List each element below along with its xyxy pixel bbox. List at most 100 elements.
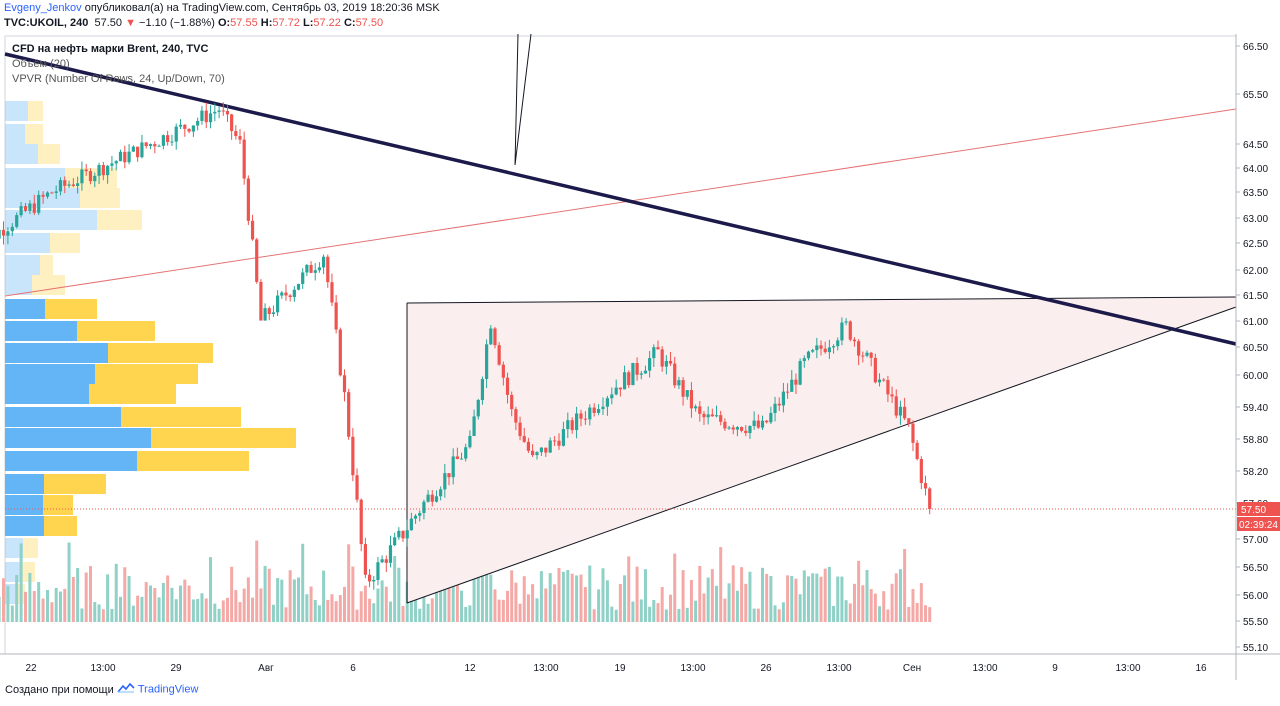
volume-bar xyxy=(627,556,631,622)
volume-bar xyxy=(898,569,902,622)
candle-body xyxy=(505,377,510,395)
candle-body xyxy=(148,144,153,147)
volume-bar xyxy=(106,574,110,622)
candle-body xyxy=(259,281,263,321)
price-tick-label: 60.50 xyxy=(1243,343,1268,354)
candle-body xyxy=(852,339,857,342)
volume-bar xyxy=(292,579,296,622)
candle-body xyxy=(430,494,434,502)
candle-body xyxy=(677,380,681,386)
candle-body xyxy=(80,169,84,184)
candle-body xyxy=(668,360,673,364)
tradingview-logo-icon[interactable] xyxy=(117,682,135,697)
price-tick-label: 62.00 xyxy=(1243,266,1268,277)
candle-body xyxy=(748,426,752,434)
candle-body xyxy=(823,348,827,353)
publish-text: опубликовал(а) на TradingView.com, Сентя… xyxy=(84,2,440,14)
author-link[interactable]: Evgeny_Jenkov xyxy=(4,2,82,14)
volume-profile-down-row xyxy=(95,364,198,384)
volume-bar xyxy=(727,583,731,622)
candle-body xyxy=(553,440,557,442)
close-value: 57.50 xyxy=(355,17,384,29)
volume-bar xyxy=(183,579,187,622)
volume-profile-down-row xyxy=(44,516,77,536)
volume-bar xyxy=(153,588,157,622)
time-tick-label: 19 xyxy=(614,663,626,674)
candle-body xyxy=(648,358,652,371)
volume-bar xyxy=(579,574,583,622)
volume-bars xyxy=(0,540,932,622)
candle-body xyxy=(317,267,322,271)
volume-bar xyxy=(836,576,840,622)
candle-body xyxy=(88,171,93,182)
price-tick-label: 63.50 xyxy=(1243,188,1268,199)
candle-body xyxy=(698,406,702,414)
volume-bar xyxy=(710,569,714,622)
volume-bar xyxy=(539,571,543,622)
candle-body xyxy=(255,239,259,282)
candle-body xyxy=(928,488,932,509)
candle-body xyxy=(161,135,165,146)
volume-bar xyxy=(506,590,510,622)
candle-body xyxy=(844,321,848,323)
open-value: 57.55 xyxy=(230,17,258,29)
volume-bar xyxy=(200,593,204,622)
candle-body xyxy=(526,441,531,451)
candle-body xyxy=(583,418,587,420)
candle-body xyxy=(857,341,861,356)
volume-bar xyxy=(706,577,710,622)
volume-bar xyxy=(326,599,330,622)
volume-bar xyxy=(570,573,574,622)
volume-bar xyxy=(497,599,501,622)
candle-body xyxy=(54,191,58,193)
candle-body xyxy=(114,161,118,164)
volume-bar xyxy=(769,576,773,622)
candle-body xyxy=(811,350,815,352)
volume-bar xyxy=(464,606,468,622)
volume-bar xyxy=(71,576,75,622)
volume-profile-down-row xyxy=(43,495,73,515)
candle-body xyxy=(276,295,280,313)
candle-body xyxy=(309,264,313,273)
volume-bar xyxy=(681,570,685,622)
time-axis[interactable]: 22 13:00 29 Авг 6 12 13:00 19 13:00 26 13:00 Сен 13:… xyxy=(0,653,1280,674)
volume-bar xyxy=(773,605,777,622)
price-tick-label: 55.50 xyxy=(1243,617,1268,628)
volume-bar xyxy=(748,571,752,622)
volume-bar xyxy=(561,571,565,622)
volume-bar xyxy=(179,585,183,622)
volume-bar xyxy=(67,542,71,622)
price-tick-label: 56.00 xyxy=(1243,591,1268,602)
footer-text: Создано при помощи xyxy=(5,683,114,696)
footer-brand[interactable]: TradingView xyxy=(137,683,199,696)
volume-bar xyxy=(583,587,587,622)
candle-body xyxy=(735,427,740,430)
volume-bar xyxy=(639,599,643,622)
candle-body xyxy=(848,321,852,340)
candle-body xyxy=(869,352,873,358)
candle-body xyxy=(664,360,668,367)
price-chart[interactable]: 66.50 65.50 64.50 64.00 63.50 63.00 62.50 62.00… xyxy=(0,34,1280,680)
resistance-trendline xyxy=(4,52,1237,346)
candle-body xyxy=(355,475,359,500)
candle-body xyxy=(376,562,380,580)
volume-bar xyxy=(928,607,932,622)
volume-bar xyxy=(267,568,271,622)
volume-bar xyxy=(50,602,54,622)
candle-body xyxy=(579,413,583,419)
volume-bar xyxy=(317,605,321,622)
price-tick-label: 65.50 xyxy=(1243,90,1268,101)
volume-bar xyxy=(271,604,275,622)
volume-bar xyxy=(309,586,313,622)
volume-bar xyxy=(832,605,836,622)
candle-body xyxy=(836,340,840,347)
volume-bar xyxy=(489,574,493,622)
candle-body xyxy=(727,427,731,429)
volume-profile-down-row xyxy=(23,538,38,558)
volume-bar xyxy=(476,570,480,622)
volume-profile-down-row xyxy=(77,321,155,341)
volume-profile-down-row xyxy=(38,144,60,164)
volume-bar xyxy=(110,608,114,622)
volume-bar xyxy=(894,573,898,622)
volume-bar xyxy=(363,585,367,622)
